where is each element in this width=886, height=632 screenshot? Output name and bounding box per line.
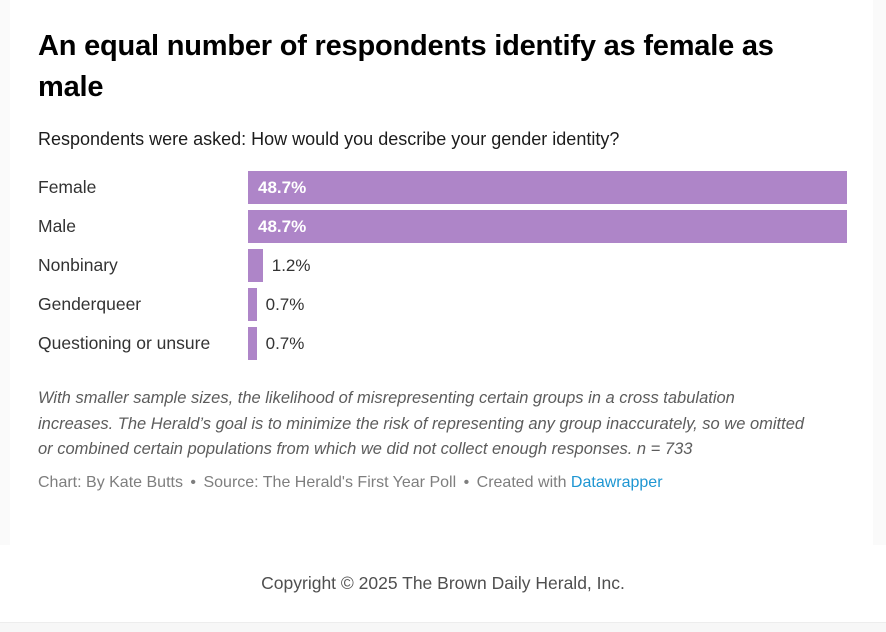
bar-value-outside: 0.7% bbox=[265, 294, 305, 314]
bar-row: Questioning or unsure 0.7% bbox=[38, 327, 857, 360]
bar-rows: Female 48.7% Male 48.7% bbox=[38, 171, 857, 360]
chart-notes: With smaller sample sizes, the likelihoo… bbox=[38, 389, 805, 458]
bar-track: 0.7% bbox=[248, 327, 847, 360]
bar-row: Female 48.7% bbox=[38, 171, 857, 204]
credit-separator: • bbox=[463, 473, 470, 491]
bar-row: Genderqueer 0.7% bbox=[38, 288, 857, 321]
chart-embed-background: An equal number of respondents identify … bbox=[10, 0, 873, 545]
chart-subtitle: Respondents were asked: How would you de… bbox=[38, 129, 620, 149]
bar[interactable] bbox=[248, 288, 257, 321]
bar-row-label: Nonbinary bbox=[38, 255, 118, 275]
credit-chart-by: Chart: By Kate Butts bbox=[38, 473, 183, 491]
credit-created-with: Created with bbox=[476, 473, 567, 491]
bar-track: 1.2% bbox=[248, 249, 847, 282]
bar-track: 48.7% bbox=[248, 171, 847, 204]
chart-credit: Chart: By Kate Butts • Source: The Heral… bbox=[38, 474, 857, 492]
site-footer: Copyright © 2025 The Brown Daily Herald,… bbox=[0, 545, 886, 622]
bar-row-label: Male bbox=[38, 216, 76, 236]
bar-row-label: Genderqueer bbox=[38, 294, 142, 314]
datawrapper-link[interactable]: Datawrapper bbox=[570, 473, 663, 491]
bar-value-inside: 48.7% bbox=[258, 216, 307, 236]
bar-value-outside: 0.7% bbox=[265, 333, 305, 353]
bar-row-label: Questioning or unsure bbox=[38, 333, 211, 353]
chart-card: An equal number of respondents identify … bbox=[10, 0, 873, 545]
bar-track: 0.7% bbox=[248, 288, 847, 321]
bar[interactable] bbox=[248, 249, 263, 282]
credit-separator: • bbox=[190, 473, 197, 491]
copyright-text: Copyright © 2025 The Brown Daily Herald,… bbox=[261, 573, 625, 593]
bottom-strip bbox=[0, 622, 886, 632]
bar-row: Nonbinary 1.2% bbox=[38, 249, 857, 282]
bar[interactable]: 48.7% bbox=[248, 210, 847, 243]
bar[interactable] bbox=[248, 327, 257, 360]
credit-source: Source: The Herald's First Year Poll bbox=[203, 473, 457, 491]
bar-row: Male 48.7% bbox=[38, 210, 857, 243]
bar-value-inside: 48.7% bbox=[258, 177, 307, 197]
bar-row-label: Female bbox=[38, 177, 97, 197]
bar-track: 48.7% bbox=[248, 210, 847, 243]
bar[interactable]: 48.7% bbox=[248, 171, 847, 204]
chart-title: An equal number of respondents identify … bbox=[38, 30, 774, 103]
bar-value-outside: 1.2% bbox=[271, 255, 311, 275]
